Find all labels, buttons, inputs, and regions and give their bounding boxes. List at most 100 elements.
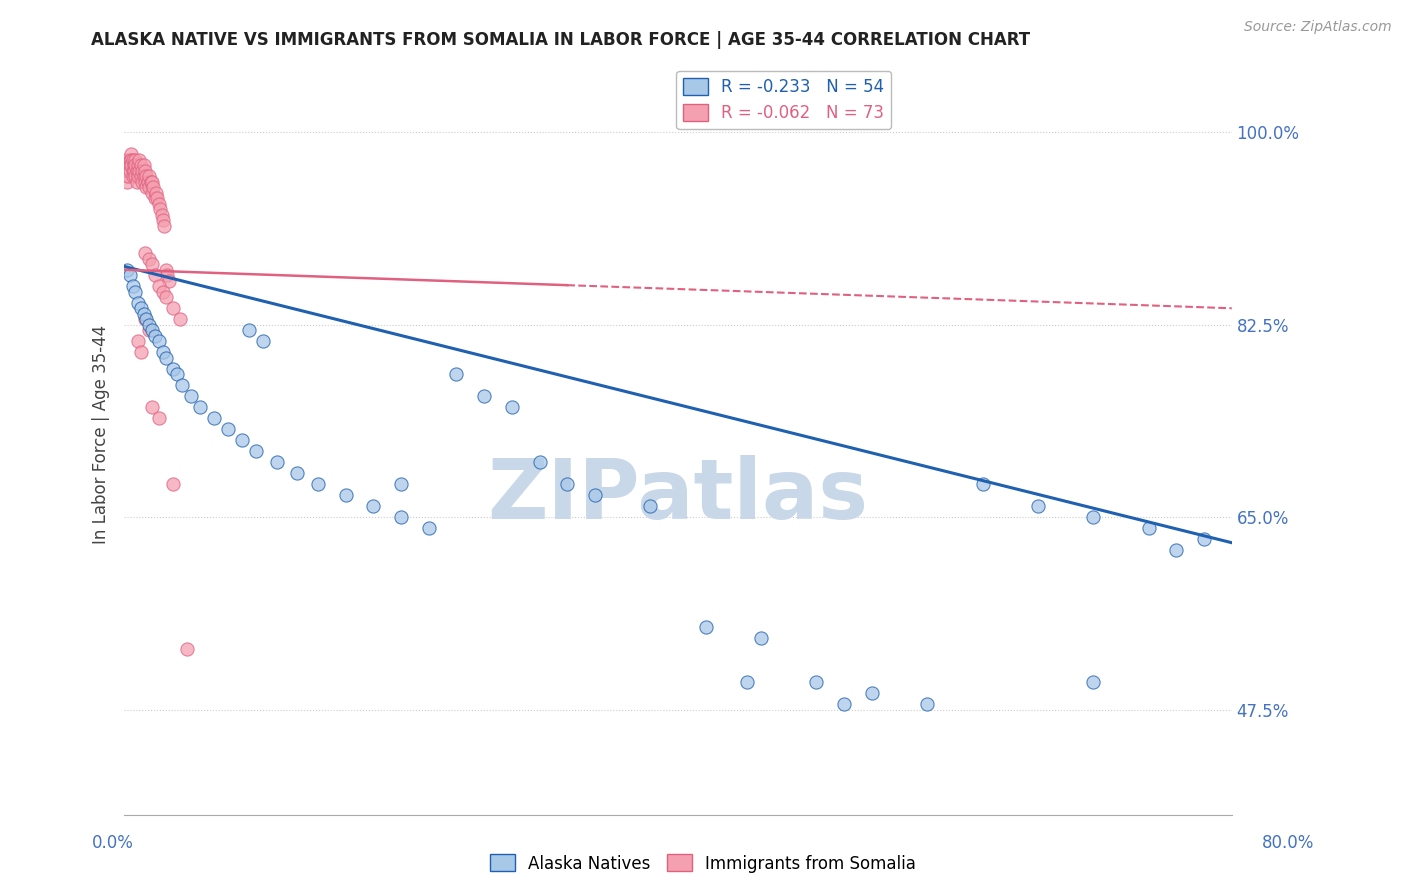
Point: [172, 378, 194, 392]
Point: [501, 401, 523, 415]
Point: [122, 163, 145, 178]
Point: [155, 290, 177, 304]
Point: [141, 323, 163, 337]
Point: [141, 401, 163, 415]
Point: [152, 345, 174, 359]
Point: [162, 477, 184, 491]
Point: [121, 163, 143, 178]
Point: [166, 368, 188, 382]
Point: [148, 279, 170, 293]
Point: [583, 488, 606, 502]
Point: [860, 686, 883, 700]
Point: [124, 285, 146, 299]
Point: [132, 169, 155, 184]
Point: [125, 175, 148, 189]
Point: [141, 175, 163, 189]
Point: [124, 153, 146, 167]
Point: [1137, 521, 1160, 535]
Point: [136, 175, 159, 189]
Point: [915, 698, 938, 712]
Point: [120, 158, 142, 172]
Point: [152, 213, 174, 227]
Point: [446, 368, 468, 382]
Point: [135, 312, 157, 326]
Point: [472, 389, 495, 403]
Point: [124, 158, 146, 172]
Point: [1083, 510, 1105, 524]
Point: [138, 318, 160, 332]
Legend: Alaska Natives, Immigrants from Somalia: Alaska Natives, Immigrants from Somalia: [484, 847, 922, 880]
Point: [134, 312, 156, 326]
Point: [129, 345, 152, 359]
Point: [121, 153, 143, 167]
Point: [150, 208, 173, 222]
Point: [157, 274, 180, 288]
Point: [1026, 500, 1049, 514]
Point: [806, 675, 828, 690]
Point: [138, 252, 160, 266]
Point: [640, 500, 662, 514]
Point: [115, 262, 138, 277]
Point: [335, 488, 357, 502]
Text: 0.0%: 0.0%: [91, 834, 134, 852]
Point: [153, 219, 176, 233]
Text: ALASKA NATIVE VS IMMIGRANTS FROM SOMALIA IN LABOR FORCE | AGE 35-44 CORRELATION : ALASKA NATIVE VS IMMIGRANTS FROM SOMALIA…: [91, 31, 1031, 49]
Point: [134, 175, 156, 189]
Point: [143, 191, 166, 205]
Point: [142, 180, 165, 194]
Point: [120, 153, 142, 167]
Point: [363, 500, 385, 514]
Point: [118, 153, 141, 167]
Point: [118, 163, 141, 178]
Point: [832, 698, 855, 712]
Point: [115, 163, 138, 178]
Point: [162, 301, 184, 316]
Point: [145, 186, 167, 200]
Point: [115, 169, 138, 184]
Point: [146, 191, 169, 205]
Point: [155, 351, 177, 365]
Point: [1166, 543, 1188, 558]
Point: [735, 675, 758, 690]
Point: [124, 169, 146, 184]
Point: [125, 163, 148, 178]
Point: [117, 163, 139, 178]
Point: [120, 147, 142, 161]
Point: [118, 158, 141, 172]
Point: [555, 477, 578, 491]
Point: [285, 467, 308, 481]
Point: [129, 169, 152, 184]
Point: [180, 389, 202, 403]
Point: [135, 169, 157, 184]
Point: [132, 158, 155, 172]
Point: [156, 268, 179, 283]
Text: Source: ZipAtlas.com: Source: ZipAtlas.com: [1244, 20, 1392, 34]
Point: [134, 246, 156, 260]
Text: ZIPatlas: ZIPatlas: [488, 455, 869, 536]
Point: [238, 323, 260, 337]
Point: [139, 175, 162, 189]
Point: [132, 307, 155, 321]
Point: [143, 268, 166, 283]
Point: [389, 510, 412, 524]
Point: [114, 158, 136, 172]
Point: [131, 163, 153, 178]
Point: [266, 455, 288, 469]
Point: [141, 186, 163, 200]
Point: [117, 169, 139, 184]
Point: [148, 411, 170, 425]
Point: [162, 361, 184, 376]
Point: [389, 477, 412, 491]
Point: [129, 158, 152, 172]
Text: 80.0%: 80.0%: [1263, 834, 1315, 852]
Point: [114, 153, 136, 167]
Point: [129, 301, 152, 316]
Point: [135, 180, 157, 194]
Point: [418, 521, 440, 535]
Point: [202, 411, 225, 425]
Point: [128, 163, 150, 178]
Point: [122, 158, 145, 172]
Point: [307, 477, 329, 491]
Point: [155, 262, 177, 277]
Point: [127, 158, 149, 172]
